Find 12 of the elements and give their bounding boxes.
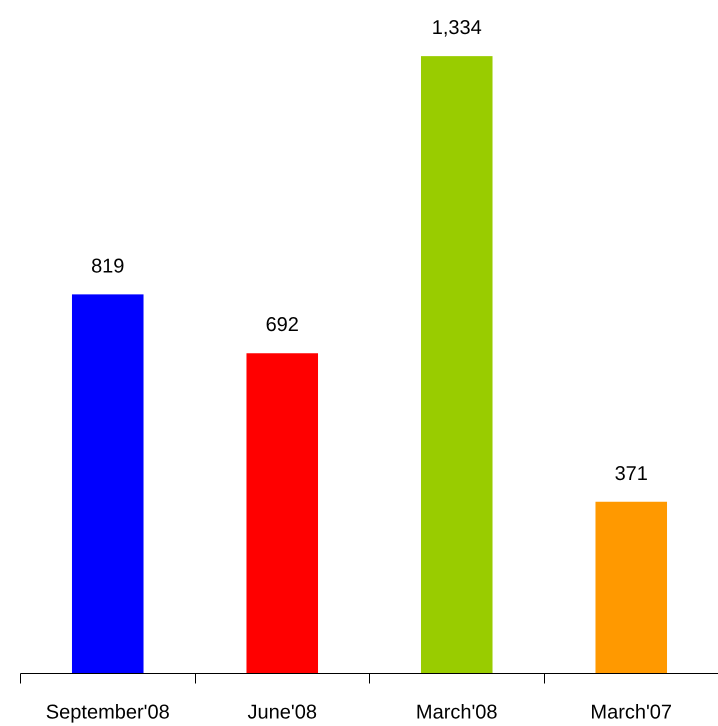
x-tick-label: March'07 — [590, 702, 672, 724]
bar — [246, 353, 318, 674]
data-label: 1,334 — [432, 17, 482, 40]
data-label: 371 — [614, 462, 648, 485]
data-label: 819 — [91, 255, 124, 278]
x-tick-label: September'08 — [46, 702, 170, 724]
bar — [72, 294, 144, 674]
bar — [420, 56, 493, 674]
x-tick-label: June'08 — [248, 702, 317, 724]
data-label: 692 — [266, 314, 299, 336]
x-tick-label: March'08 — [416, 702, 498, 724]
bar — [595, 502, 668, 674]
